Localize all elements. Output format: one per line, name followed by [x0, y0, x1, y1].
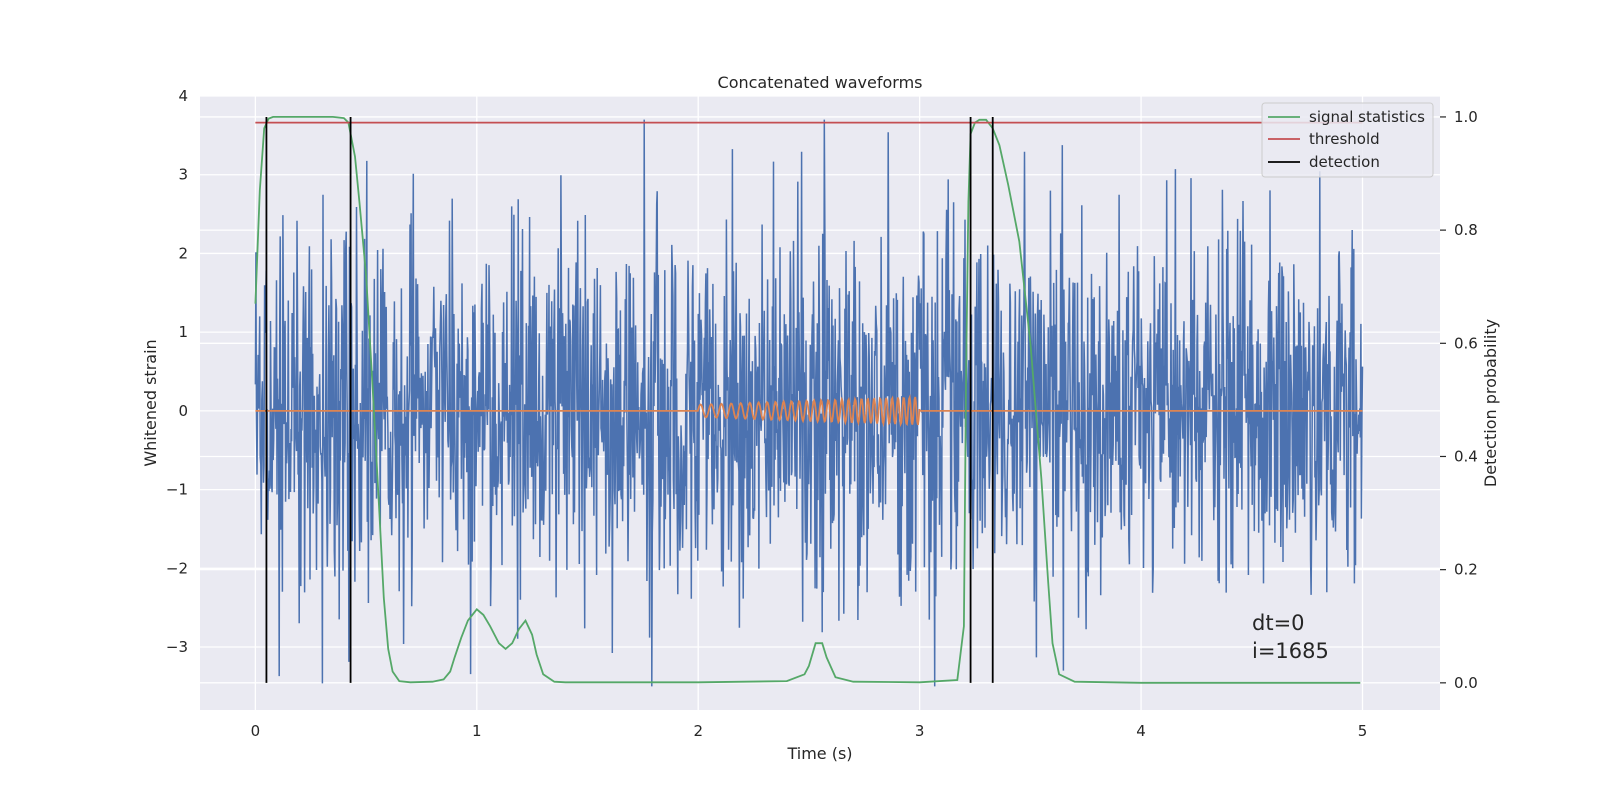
signal-statistics-line	[254, 116, 1361, 684]
x-tick-label: 1	[472, 722, 482, 740]
legend: signal statistics threshold detection	[1261, 102, 1434, 178]
detection-lines	[265, 116, 994, 683]
legend-box	[1261, 102, 1434, 178]
y-tick-label: 4	[178, 87, 188, 105]
y-tick-label: 2	[178, 244, 188, 262]
annotation-index: i=1685	[1252, 639, 1329, 663]
injected-waveform-line	[255, 393, 1363, 428]
x-tick-label: 4	[1136, 722, 1146, 740]
x-tick-label: 3	[915, 722, 925, 740]
y-tick-label: 3	[178, 166, 188, 184]
y2-tick-labels: 0.0 0.2 0.4 0.6 0.8 1.0	[1440, 108, 1478, 692]
x-tick-label: 0	[251, 722, 261, 740]
y-axis-title: Whitened strain	[141, 339, 160, 466]
y-tick-label: −2	[166, 559, 188, 577]
x-tick-labels: 0 1 2 3 4 5	[251, 722, 1368, 740]
y2-tick-label: 0.8	[1454, 221, 1478, 239]
legend-label-threshold: threshold	[1309, 130, 1380, 148]
y-tick-label: −3	[166, 638, 188, 656]
x-tick-label: 2	[693, 722, 703, 740]
y2-tick-label: 1.0	[1454, 108, 1478, 126]
annotation: dt=0 i=1685	[1252, 611, 1329, 663]
legend-label-signal-statistics: signal statistics	[1309, 108, 1425, 126]
y2-tick-label: 0.0	[1454, 674, 1478, 692]
y2-tick-label: 0.2	[1454, 561, 1478, 579]
x-tick-label: 5	[1358, 722, 1368, 740]
annotation-dt: dt=0	[1252, 611, 1305, 635]
x-axis-title: Time (s)	[786, 744, 852, 763]
y-tick-label: 1	[178, 323, 188, 341]
chart-title: Concatenated waveforms	[718, 73, 923, 92]
y2-axis-title: Detection probability	[1481, 319, 1500, 487]
y-tick-labels: −3 −2 −1 0 1 2 3 4	[166, 87, 188, 656]
legend-label-detection: detection	[1309, 153, 1380, 171]
y-tick-label: −1	[166, 481, 188, 499]
strain-noise-line	[254, 119, 1364, 687]
y2-tick-label: 0.4	[1454, 447, 1478, 465]
y2-tick-label: 0.6	[1454, 334, 1478, 352]
y-tick-label: 0	[178, 402, 188, 420]
